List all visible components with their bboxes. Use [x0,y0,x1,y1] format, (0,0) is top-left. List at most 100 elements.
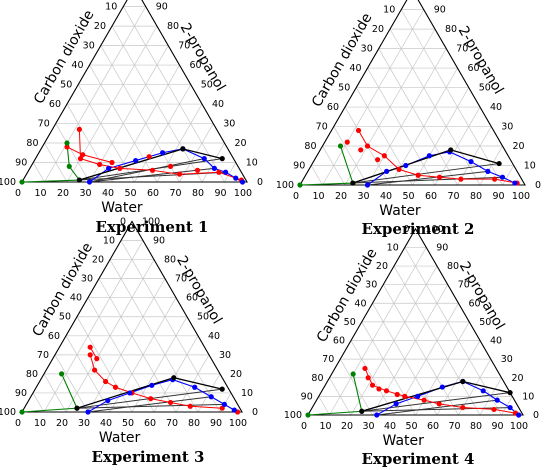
black-point [171,375,177,381]
tie-line [87,396,212,413]
blue-point [223,169,229,175]
red-series-line [82,154,113,163]
co2-axis-label: Carbon dioxide [31,8,98,107]
grid-line [87,278,166,413]
red-point [148,396,154,402]
propanol-tick-label: 30 [223,119,235,130]
water-tick-label: 60 [427,421,439,432]
grid-line [44,6,147,183]
water-tick-label: 70 [448,421,460,432]
propanol-tick-label: 10 [241,388,253,399]
red-series-line [119,167,153,171]
propanol-tick-label: 80 [164,255,176,266]
ternary-panel-3: 0 0 0 10 10 10 20 20 20 30 30 30 40 40 40 50 50 50 60 60 60 7… [0,216,258,446]
panel-caption: Experiment 4 [361,450,475,468]
propanol-tick-label: 90 [156,2,168,13]
co2-tick-label: 10 [387,242,399,253]
red-series-line [439,403,463,409]
grid-line [55,123,90,183]
red-point [358,147,364,153]
water-tick-label: 30 [362,421,374,432]
black-point [507,390,513,396]
red-point [112,384,119,390]
co2-tick-label: 70 [316,122,328,133]
propanol-tick-label: 0 [535,180,541,191]
propanol-tick-label: 20 [513,141,525,152]
triangle-frame [307,227,524,416]
grid-line [479,145,503,186]
grid-line [122,6,225,183]
propanol-tick-label: 60 [190,60,202,71]
grid-line [175,354,210,413]
grid-lines [32,6,237,183]
grid-line [436,340,481,416]
blue-point [149,382,155,388]
black-point [219,386,225,392]
grid-line [224,162,237,183]
red-point [167,399,174,406]
water-tick-label: 10 [312,191,324,202]
red-series-line [170,401,191,407]
red-series-line [493,408,516,414]
co2-tick-label: 60 [327,102,339,113]
red-point [176,171,183,177]
co2-tick-label: 80 [304,141,316,152]
propanol-tick-label: 50 [201,80,213,91]
propanol-tick-label: 90 [434,5,446,16]
green-point [305,412,311,418]
water-tick-label: 70 [169,188,181,199]
grid-line [44,142,68,183]
co2-tick-label: 30 [83,41,95,52]
red-series-line [384,155,400,170]
blue-point [221,401,227,407]
red-point [344,139,350,145]
green-point [337,143,344,149]
grid-line [197,373,221,413]
grid-line [134,84,192,183]
co2-tick-label: 10 [383,5,395,16]
green-point [66,163,72,170]
black-point [219,156,225,162]
water-tick-label: 40 [380,191,392,202]
propanol-tick-label: 0 [257,177,263,188]
co2-tick-label: 0 [120,216,126,227]
red-point [415,172,421,178]
water-tick-label: 0 [293,191,299,202]
grid-line [98,278,177,413]
red-point [219,405,225,411]
water-tick-label: 10 [34,418,46,429]
water-tick-label: 0 [15,418,21,429]
green-point [350,371,356,377]
grid-lines [32,240,232,413]
propanol-tick-label: 80 [445,24,457,35]
propanol-tick-label: 20 [235,138,247,149]
grid-line [434,106,481,186]
water-tick-label: 90 [210,418,222,429]
red-series-line [80,158,100,165]
co2-tick-label: 90 [293,161,305,172]
blue-point [426,153,432,159]
blue-point [415,393,421,399]
co2-tick-label: 30 [81,274,93,285]
red-point [194,167,201,173]
co2-tick-label: 90 [15,388,27,399]
tie-line [76,403,225,409]
co2-tick-label: 10 [105,2,117,13]
green-point [64,140,70,146]
grid-line [76,316,133,413]
red-point [436,174,443,180]
red-point [92,367,98,373]
propanol-tick-label: 40 [212,99,224,110]
water-tick-label: 40 [102,188,114,199]
grid-line [66,103,113,183]
water-tick-label: 80 [470,191,482,202]
co2-tick-label: 70 [38,119,50,130]
water-tick-label: 80 [470,421,482,432]
propanol-tick-label: 10 [522,391,534,402]
tie-line [89,167,215,183]
propanol-tick-label: 80 [447,261,459,272]
water-axis-label: Water [379,203,421,219]
co2-tick-label: 100 [0,407,16,418]
co2-axis-label: Carbon dioxide [29,240,96,339]
blue-point [105,397,111,404]
